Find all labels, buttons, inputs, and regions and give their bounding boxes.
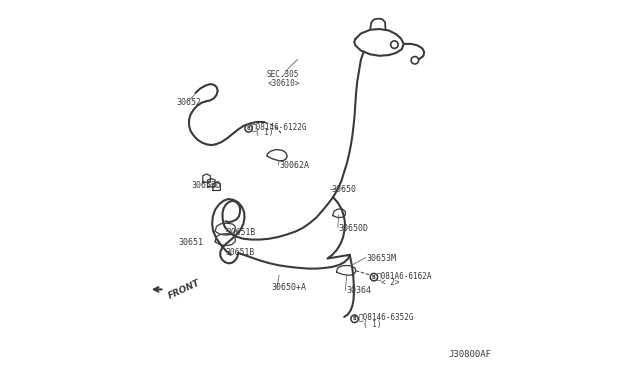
Text: 30651: 30651	[178, 238, 203, 247]
Text: 30650+A: 30650+A	[271, 283, 306, 292]
Text: <30610>: <30610>	[268, 79, 300, 88]
Circle shape	[351, 315, 358, 323]
Text: J30800AF: J30800AF	[448, 350, 491, 359]
Text: 30364: 30364	[346, 286, 371, 295]
Text: 30653M: 30653M	[367, 254, 397, 263]
Text: B: B	[353, 316, 356, 321]
Text: B: B	[372, 275, 376, 280]
Text: 30651B: 30651B	[227, 228, 256, 237]
Text: B: B	[246, 126, 250, 131]
Text: 30651B: 30651B	[225, 248, 254, 257]
Text: 30652: 30652	[177, 98, 202, 107]
Circle shape	[370, 273, 378, 281]
Text: ( 1): ( 1)	[363, 320, 381, 328]
Text: SEC.305: SEC.305	[266, 70, 298, 79]
Text: FRONT: FRONT	[167, 278, 202, 301]
Text: Ⓑ081A6-6162A: Ⓑ081A6-6162A	[377, 272, 433, 280]
Text: ( 1): ( 1)	[255, 128, 273, 137]
Text: 30650D: 30650D	[339, 224, 369, 233]
Text: 30062A: 30062A	[279, 161, 309, 170]
Circle shape	[411, 57, 419, 64]
Circle shape	[390, 41, 398, 48]
Text: Ⓑ08146-6352G: Ⓑ08146-6352G	[358, 313, 414, 322]
Circle shape	[245, 125, 252, 132]
Text: < 2>: < 2>	[381, 278, 400, 287]
Text: 30653D: 30653D	[191, 182, 221, 190]
Text: Ⓑ08146-6122G: Ⓑ08146-6122G	[251, 122, 307, 131]
Text: 30650: 30650	[331, 185, 356, 194]
